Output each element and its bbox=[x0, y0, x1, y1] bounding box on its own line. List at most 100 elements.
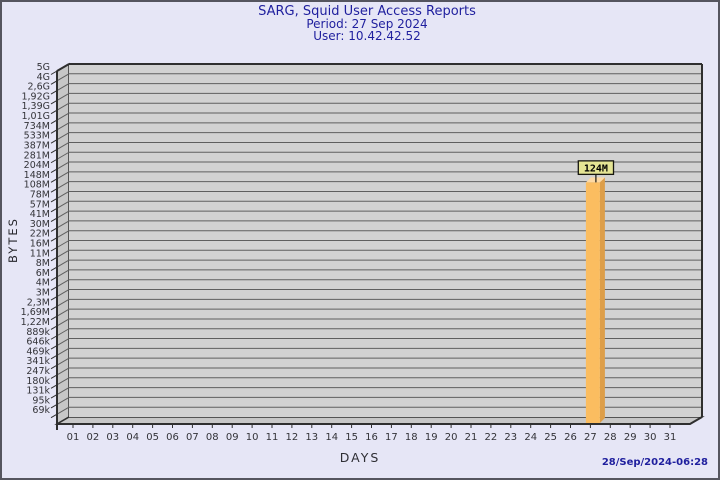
x-axis-title: DAYS bbox=[339, 450, 381, 465]
chart-title-block: SARG, Squid User Access Reports Period: … bbox=[7, 4, 718, 43]
y-tick-label: 148M bbox=[24, 170, 50, 181]
y-tick-label: 2,3M bbox=[27, 297, 50, 308]
y-tick-label: 2,6G bbox=[28, 82, 50, 93]
y-tick-label: 180k bbox=[26, 376, 50, 387]
gridline-wall-segment bbox=[56, 181, 70, 190]
x-tick-label: 15 bbox=[345, 432, 358, 443]
x-tick-label: 31 bbox=[664, 432, 677, 443]
x-tick-label: 30 bbox=[644, 432, 657, 443]
x-tick-label: 02 bbox=[87, 432, 100, 443]
y-tick-label: 889k bbox=[26, 327, 50, 338]
x-tick-label: 11 bbox=[266, 432, 279, 443]
x-tick-label: 22 bbox=[485, 432, 498, 443]
gridline-wall-segment bbox=[56, 338, 70, 346]
gridline-wall-segment bbox=[56, 151, 70, 160]
x-tick-label: 18 bbox=[405, 432, 418, 443]
y-tick-label: 1,69M bbox=[21, 307, 50, 318]
y-tick-label: 387M bbox=[24, 140, 50, 151]
y-tick-label: 6M bbox=[36, 268, 50, 279]
y-tick-label: 341k bbox=[26, 356, 50, 367]
y-tick-label: 22M bbox=[30, 229, 50, 240]
plot-floor-front-border bbox=[57, 416, 703, 425]
gridline-wall-segment bbox=[56, 377, 70, 386]
gridline-wall-segment bbox=[56, 142, 70, 150]
gridline-wall-segment bbox=[56, 220, 70, 229]
x-tick-label: 09 bbox=[226, 432, 239, 443]
y-tick-label: 4M bbox=[36, 278, 50, 289]
gridline-wall-segment bbox=[56, 387, 70, 396]
y-tick-label: 78M bbox=[30, 189, 50, 200]
y-tick-label: 11M bbox=[30, 248, 50, 259]
y-tick-label: 41M bbox=[30, 209, 50, 220]
plot-floor bbox=[54, 416, 705, 425]
y-tick-label: 734M bbox=[24, 121, 50, 132]
x-tick-label: 06 bbox=[166, 432, 179, 443]
gridline-wall-segment bbox=[56, 396, 70, 405]
x-tick-label: 17 bbox=[385, 432, 398, 443]
gridline-wall-segment bbox=[56, 308, 70, 317]
y-tick-label: 247k bbox=[26, 366, 50, 377]
gridline-wall-segment bbox=[56, 259, 70, 268]
x-tick-label: 20 bbox=[445, 432, 458, 443]
chart-subtitle-period: Period: 27 Sep 2024 bbox=[306, 17, 428, 32]
y-tick-label: 469k bbox=[26, 346, 50, 357]
value-label-box bbox=[577, 160, 615, 176]
y-tick-label: 281M bbox=[24, 150, 50, 161]
gridline-wall-segment bbox=[56, 200, 70, 209]
bar-front-face bbox=[585, 182, 600, 423]
chart-title: SARG, Squid User Access Reports bbox=[258, 4, 476, 19]
x-tick-label: 04 bbox=[126, 432, 139, 443]
value-label-text: 124M bbox=[584, 163, 608, 174]
x-tick-label: 24 bbox=[524, 432, 537, 443]
gridline-wall-segment bbox=[56, 298, 70, 307]
x-tick-label: 13 bbox=[305, 432, 318, 443]
gridline-wall-segment bbox=[56, 279, 70, 288]
gridline-wall-segment bbox=[56, 83, 70, 92]
gridline-wall-segment bbox=[56, 318, 70, 327]
x-tick-label: 29 bbox=[624, 432, 637, 443]
y-tick-label: 57M bbox=[30, 199, 50, 210]
gridline-wall-segment bbox=[56, 269, 70, 278]
gridline-wall-segment bbox=[56, 122, 70, 131]
x-tick-label: 12 bbox=[286, 432, 299, 443]
x-tick-label: 08 bbox=[206, 432, 219, 443]
x-tick-label: 25 bbox=[544, 432, 557, 443]
gridline-wall-segment bbox=[56, 240, 70, 248]
y-tick-label: 8M bbox=[36, 258, 50, 269]
y-tick-label: 1,39G bbox=[21, 101, 50, 112]
gridline-wall-segment bbox=[56, 102, 70, 111]
gridline-wall-segment bbox=[56, 210, 70, 219]
gridline-wall-segment bbox=[56, 171, 70, 180]
y-tick-label: 1,22M bbox=[21, 317, 50, 328]
x-tick-label: 19 bbox=[425, 432, 438, 443]
gridline-wall-segment bbox=[56, 191, 70, 199]
bar-side-face bbox=[599, 177, 605, 423]
plot-wall-top-border bbox=[56, 63, 70, 72]
y-tick-label: 1,01G bbox=[21, 111, 50, 122]
x-tick-label: 14 bbox=[325, 432, 338, 443]
y-tick-label: 5G bbox=[37, 62, 50, 73]
x-tick-label: 23 bbox=[504, 432, 517, 443]
gridline-wall-segment bbox=[56, 132, 70, 141]
y-tick-label: 4G bbox=[37, 72, 50, 83]
y-tick-label: 16M bbox=[30, 239, 50, 250]
gridline-wall-segment bbox=[56, 328, 70, 337]
y-tick-label: 131k bbox=[26, 386, 50, 397]
x-tick-label: 10 bbox=[246, 432, 259, 443]
y-tick-label: 108M bbox=[24, 180, 50, 191]
y-tick-label: 646k bbox=[26, 337, 50, 348]
gridline-wall-segment bbox=[56, 112, 70, 121]
y-tick-label: 204M bbox=[24, 160, 50, 171]
x-tick-label: 26 bbox=[564, 432, 577, 443]
x-tick-label: 07 bbox=[186, 432, 199, 443]
gridline-wall-segment bbox=[56, 347, 70, 356]
gridline-wall-segment bbox=[56, 161, 70, 170]
x-tick-label: 03 bbox=[106, 432, 119, 443]
gridline-wall-segment bbox=[56, 73, 70, 82]
gridline-wall-segment bbox=[56, 249, 70, 258]
gridline-wall-segment bbox=[56, 230, 70, 239]
x-tick-label: 21 bbox=[465, 432, 478, 443]
y-tick-label: 69k bbox=[32, 405, 50, 416]
